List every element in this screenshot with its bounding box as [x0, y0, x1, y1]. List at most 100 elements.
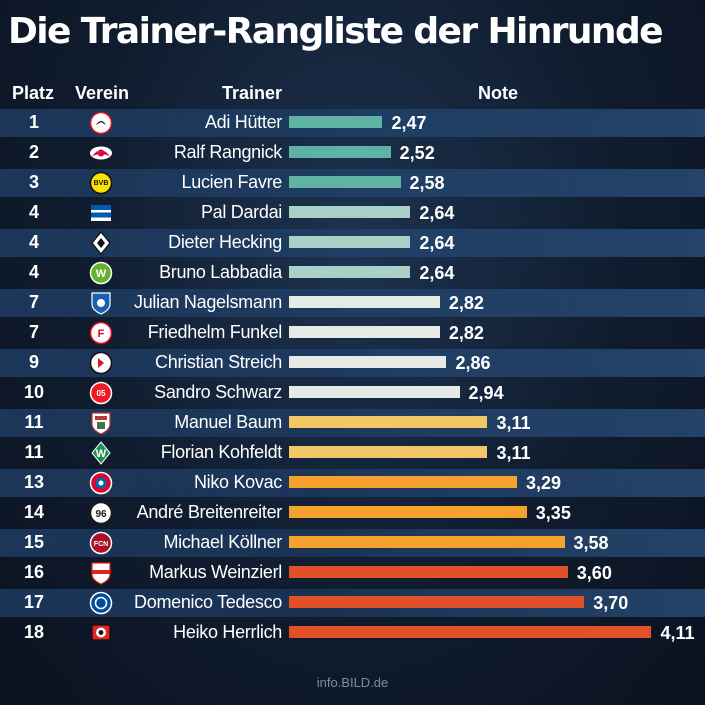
table-row: 18 Heiko Herrlich 4,11: [0, 618, 705, 648]
rank-label: 4: [28, 202, 39, 222]
table-row: 7 F Friedhelm Funkel 2,82: [0, 318, 705, 348]
note-value-label: 2,64: [419, 233, 455, 253]
tsg-hoffenheim-crest-icon: [89, 291, 113, 315]
trainer-name: Pal Dardai: [200, 202, 282, 222]
svg-text:F: F: [98, 328, 105, 340]
svg-text:W: W: [96, 268, 107, 280]
rank-label: 15: [23, 532, 45, 552]
table-row: 10 05 Sandro Schwarz 2,94: [0, 378, 705, 408]
note-value-label: 2,47: [391, 113, 427, 133]
table-row: 14 96 André Breitenreiter 3,35: [0, 498, 705, 528]
table-row: 15 FCN Michael Köllner 3,58: [0, 528, 705, 558]
column-header-note: Note: [478, 83, 518, 103]
column-header-verein: Verein: [75, 83, 130, 103]
note-value-label: 2,64: [419, 263, 455, 283]
table-row: 11 Manuel Baum 3,11: [0, 408, 705, 438]
table-row: 3 BVB Lucien Favre 2,58: [0, 168, 705, 198]
trainer-name: Sandro Schwarz: [154, 382, 282, 402]
note-value-label: 3,60: [576, 563, 612, 583]
rank-label: 13: [23, 472, 45, 492]
hertha-bsc-crest-icon: [89, 201, 113, 225]
rank-label: 2: [28, 142, 39, 162]
trainer-name: Adi Hütter: [204, 112, 282, 132]
trainer-name: Christian Streich: [155, 352, 282, 372]
trainer-name: Niko Kovac: [193, 472, 282, 492]
eintracht-frankfurt-crest-icon: [89, 111, 113, 135]
werder-bremen-crest-icon: W: [89, 441, 113, 465]
trainer-name: Bruno Labbadia: [159, 262, 282, 282]
note-bar: [289, 206, 411, 218]
fortuna-duesseldorf-crest-icon: F: [89, 321, 113, 345]
rank-label: 1: [28, 112, 39, 132]
trainer-name: Markus Weinzierl: [149, 562, 282, 582]
note-value-label: 4,11: [660, 623, 695, 643]
rank-label: 3: [28, 172, 39, 192]
table-row: 13 Niko Kovac 3,29: [0, 468, 705, 498]
note-bar: [289, 326, 440, 338]
trainer-name: Lucien Favre: [181, 172, 283, 192]
note-bar: [289, 506, 527, 518]
mainz-05-crest-icon: 05: [89, 381, 113, 405]
trainer-name: Manuel Baum: [174, 412, 282, 432]
borussia-dortmund-crest-icon: BVB: [89, 171, 113, 195]
sc-freiburg-crest-icon: [89, 351, 113, 375]
note-value-label: 2,82: [448, 293, 484, 313]
trainer-name: Ralf Rangnick: [173, 142, 282, 162]
table-row: 4 W Bruno Labbadia 2,64: [0, 258, 705, 288]
trainer-name: Florian Kohfeldt: [160, 442, 283, 462]
trainer-name: Michael Köllner: [163, 532, 282, 552]
note-bar: [289, 566, 568, 578]
note-bar: [289, 266, 411, 278]
fc-nuernberg-crest-icon: FCN: [89, 531, 113, 555]
rank-label: 14: [23, 502, 45, 522]
note-value-label: 3,35: [535, 503, 571, 523]
note-bar: [289, 296, 440, 308]
note-bar: [289, 596, 585, 608]
note-value-label: 3,29: [525, 473, 561, 493]
rank-label: 16: [23, 562, 45, 582]
rb-leipzig-crest-icon: [89, 141, 113, 165]
rank-label: 4: [28, 262, 39, 282]
table-row: 2 Ralf Rangnick 2,52: [0, 138, 705, 168]
fc-bayern-crest-icon: [89, 471, 113, 495]
page-title: Die Trainer-Rangliste der Hinrunde: [8, 11, 664, 52]
rank-label: 18: [23, 622, 45, 642]
vfl-wolfsburg-crest-icon: W: [89, 261, 113, 285]
table-row: 7 Julian Nagelsmann 2,82: [0, 288, 705, 318]
note-bar: [289, 626, 652, 638]
table-row: 4 Pal Dardai 2,64: [0, 198, 705, 228]
column-header-trainer: Trainer: [221, 83, 282, 103]
note-value-label: 3,58: [573, 533, 609, 553]
note-value-label: 2,52: [399, 143, 435, 163]
trainer-name: Julian Nagelsmann: [134, 292, 282, 312]
note-bar: [289, 176, 401, 188]
rank-label: 17: [23, 592, 45, 612]
trainer-name: Dieter Hecking: [168, 232, 282, 252]
note-value-label: 3,11: [496, 443, 531, 463]
svg-text:FCN: FCN: [94, 541, 108, 548]
fc-augsburg-crest-icon: [89, 411, 113, 435]
rank-label: 11: [24, 412, 44, 432]
note-bar: [289, 536, 565, 548]
table-row: 16 Markus Weinzierl 3,60: [0, 558, 705, 588]
svg-text:BVB: BVB: [94, 180, 109, 187]
trainer-name: Domenico Tedesco: [134, 592, 282, 612]
rank-label: 7: [28, 322, 39, 342]
note-bar: [289, 356, 447, 368]
svg-text:96: 96: [95, 509, 107, 520]
note-value-label: 2,58: [409, 173, 445, 193]
trainer-name: Heiko Herrlich: [173, 622, 282, 642]
trainer-name: André Breitenreiter: [136, 502, 283, 522]
source-footer: info.BILD.de: [316, 675, 389, 690]
note-value-label: 2,86: [455, 353, 491, 373]
borussia-mgladbach-crest-icon: [89, 230, 113, 256]
note-bar: [289, 386, 460, 398]
note-bar: [289, 446, 488, 458]
bayer-leverkusen-crest-icon: [89, 621, 113, 645]
rank-label: 4: [28, 232, 39, 252]
note-value-label: 2,64: [419, 203, 455, 223]
note-bar: [289, 116, 383, 128]
note-bar: [289, 236, 411, 248]
table-row: 9 Christian Streich 2,86: [0, 348, 705, 378]
svg-text:05: 05: [97, 389, 106, 398]
